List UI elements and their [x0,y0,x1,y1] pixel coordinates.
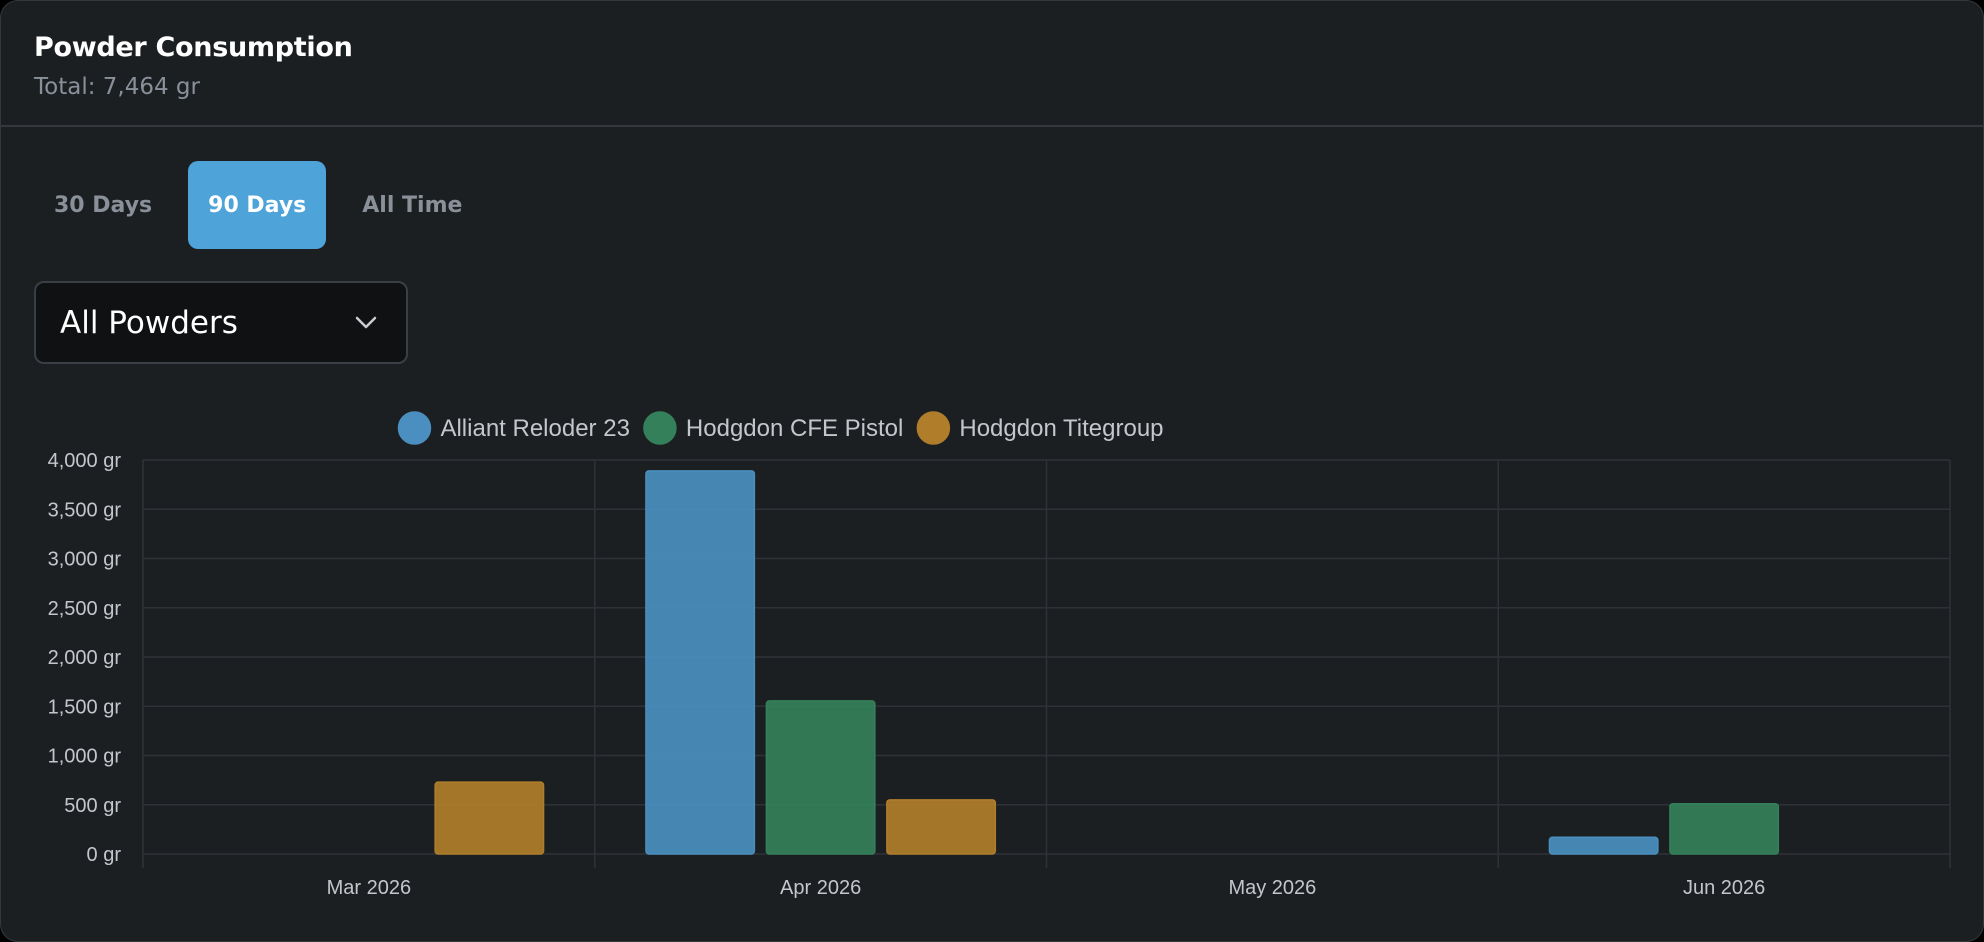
legend-label: Hodgdon CFE Pistol [686,415,903,442]
tab-30-days[interactable]: 30 Days [54,192,153,218]
tab-90-days[interactable]: 90 Days [188,161,327,249]
legend-label: Alliant Reloder 23 [440,415,629,442]
card-title: Powder Consumption [34,32,353,63]
bar [645,470,756,855]
y-tick-label: 0 gr [87,844,122,866]
grid-lines [142,459,1951,868]
y-tick-label: 1,000 gr [48,746,122,768]
bar [886,799,997,855]
y-tick-label: 3,500 gr [48,499,122,521]
y-tick-label: 2,500 gr [48,598,122,620]
powder-select[interactable]: All Powders [34,281,408,364]
powder-select-value: All Powders [60,304,238,341]
total-consumption: Total: 7,464 gr [34,74,200,100]
y-tick-label: 1,500 gr [48,696,122,718]
legend-swatch [916,411,951,445]
y-tick-label: 500 gr [64,795,121,817]
powder-consumption-chart: 0 gr 500 gr 1,000 gr 1,500 gr 2,000 gr 2,500 … [48,411,1951,899]
legend-label: Hodgdon Titegroup [959,415,1163,442]
bar [1548,836,1659,855]
y-tick-label: 4,000 gr [48,450,122,472]
y-tick-label: 2,000 gr [48,647,122,669]
legend-swatch [643,411,677,445]
tab-all-time[interactable]: All Time [362,192,463,218]
legend-swatch [397,411,432,445]
y-tick-label: 3,000 gr [48,549,122,571]
legend: Alliant Reloder 23 Hodgdon CFE Pistol Hodg… [397,411,1164,445]
bar [765,700,876,855]
x-tick-label: Apr 2026 [780,877,861,899]
time-range-tabs: 30 Days 90 Days All Time [34,161,482,249]
bar [434,781,545,855]
chevron-down-icon [355,316,377,329]
x-tick-label: Jun 2026 [1683,877,1765,899]
x-tick-label: May 2026 [1228,877,1316,899]
bar [1669,803,1780,855]
x-tick-label: Mar 2026 [327,877,412,899]
card-header: Powder Consumption Total: 7,464 gr [1,1,1983,127]
